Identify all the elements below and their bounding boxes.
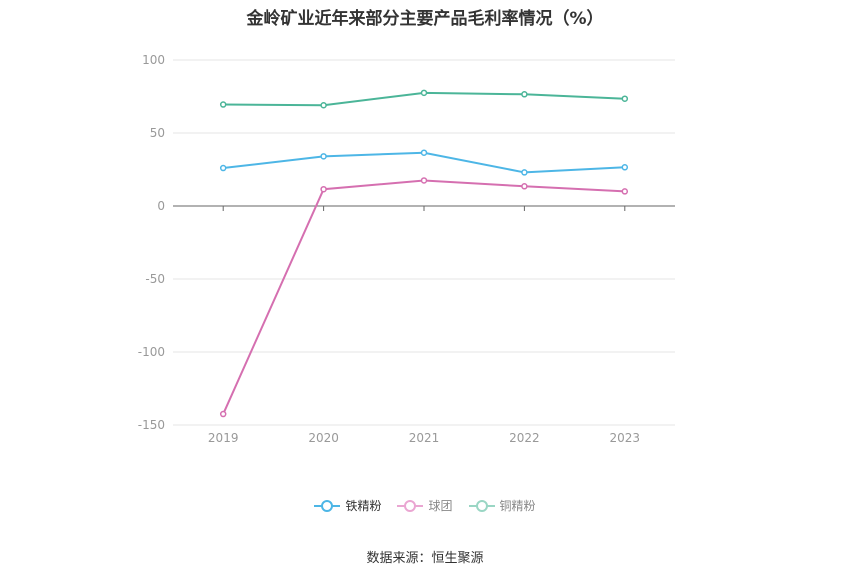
data-point <box>420 89 428 97</box>
data-point <box>621 95 629 102</box>
x-tick-label: 2020 <box>308 431 339 445</box>
y-tick-label: 50 <box>150 126 165 140</box>
y-tick-label: -100 <box>138 345 165 359</box>
data-point <box>420 177 428 184</box>
gridlines <box>173 59 675 426</box>
y-tick-label: 100 <box>142 53 165 67</box>
series-points <box>219 89 629 418</box>
data-point <box>621 164 629 171</box>
x-tick-labels: 2019 2020 2021 2022 2023 <box>208 431 640 445</box>
x-tick-label: 2022 <box>509 431 540 445</box>
legend-item[interactable]: 铁精粉 <box>314 497 381 514</box>
data-point <box>320 102 327 109</box>
legend-label: 铜精粉 <box>499 499 536 513</box>
legend-label: 球团 <box>428 499 453 513</box>
series-line <box>222 179 625 415</box>
data-point <box>420 149 428 156</box>
data-point <box>219 164 227 172</box>
data-point <box>320 185 327 193</box>
legend-label: 铁精粉 <box>345 499 382 513</box>
data-point <box>521 91 528 98</box>
series-lines <box>222 91 625 415</box>
source-note: 数据来源：恒生聚源 <box>366 551 484 566</box>
y-tick-label: -50 <box>145 272 165 286</box>
x-tick-label: 2021 <box>409 431 440 445</box>
legend-marker-icon <box>468 499 495 512</box>
data-point <box>219 101 227 108</box>
data-point <box>621 188 629 195</box>
y-tick-labels: 100 50 0 -50 -100 -150 <box>138 53 165 432</box>
legend: 铁精粉 球团 铜精粉 <box>0 497 850 514</box>
x-tick-label: 2023 <box>610 431 641 445</box>
legend-marker-icon <box>314 499 341 512</box>
x-tick-label: 2019 <box>208 431 239 445</box>
data-point <box>320 153 327 160</box>
data-point <box>219 410 227 418</box>
legend-item[interactable]: 球团 <box>397 497 453 514</box>
legend-marker-icon <box>397 499 424 512</box>
data-point <box>521 169 528 176</box>
x-axis <box>173 205 675 211</box>
chart-title: 金岭矿业近年来部分主要产品毛利率情况（%） <box>246 9 604 29</box>
data-point <box>521 183 528 190</box>
y-tick-label: -150 <box>138 418 165 432</box>
y-tick-label: 0 <box>157 199 165 213</box>
legend-item[interactable]: 铜精粉 <box>468 497 536 514</box>
